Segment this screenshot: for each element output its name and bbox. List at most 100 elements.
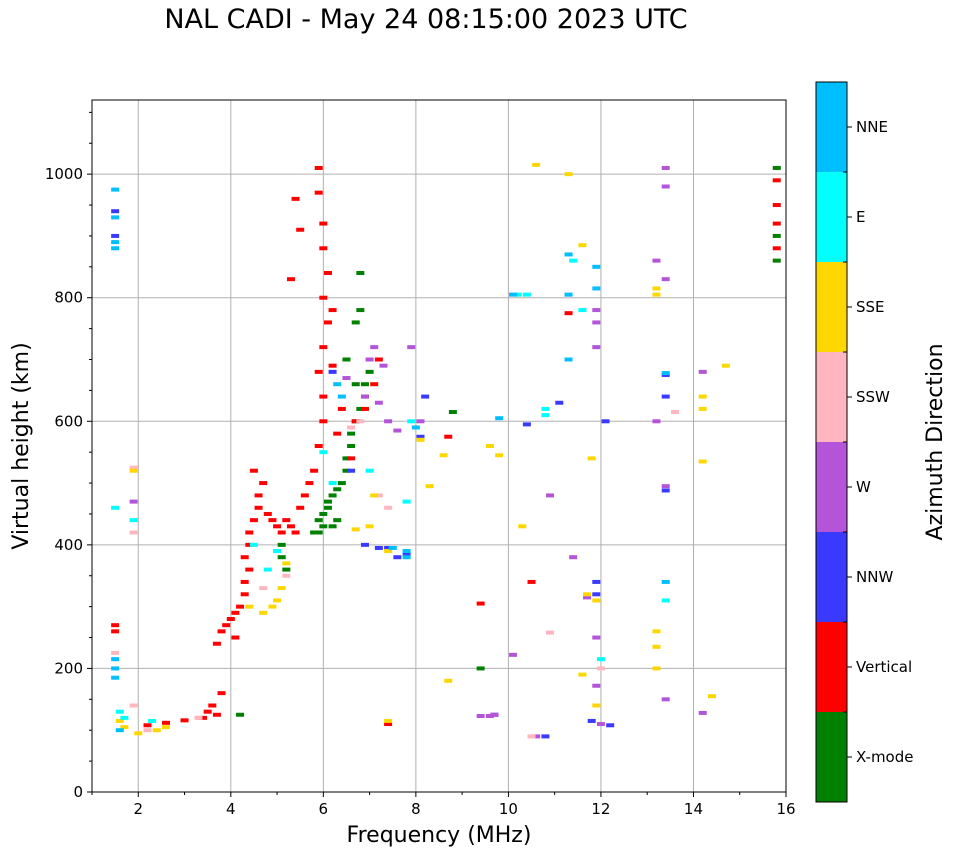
data-point-vertical <box>772 203 781 208</box>
data-point-w <box>592 345 601 350</box>
data-point-vertical <box>319 394 328 399</box>
data-point-x-mode <box>277 555 286 560</box>
data-point-sse <box>652 286 661 291</box>
data-point-ssw <box>356 419 365 424</box>
data-point-vertical <box>268 518 277 523</box>
grid <box>92 100 786 792</box>
data-point-w <box>569 555 578 560</box>
data-point-x-mode <box>323 499 332 504</box>
axis-ticks: 2 4 6 8 10 12 14 16 0 200 400 600 800 1000 <box>45 111 796 818</box>
data-point-ssw <box>670 410 679 415</box>
data-point-nne <box>495 416 504 421</box>
data-point-nne <box>111 215 120 220</box>
data-point-nne <box>564 252 573 257</box>
data-point-nne <box>402 555 411 560</box>
data-point-x-mode <box>356 308 365 313</box>
data-point-w <box>393 428 402 433</box>
colorbar-segment <box>816 82 847 172</box>
data-point-nne <box>402 549 411 554</box>
data-point-vertical <box>111 629 120 634</box>
data-point-vertical <box>351 419 360 424</box>
data-point-sse <box>495 453 504 458</box>
data-point-vertical <box>212 712 221 717</box>
data-point-sse <box>698 394 707 399</box>
colorbar-segment <box>816 262 847 352</box>
data-point-sse <box>652 292 661 297</box>
data-point-x-mode <box>328 493 337 498</box>
data-point-w <box>379 363 388 368</box>
x-axis-label: Frequency (MHz) <box>347 823 532 848</box>
data-point-nnw <box>416 434 425 439</box>
data-point-sse <box>245 604 254 609</box>
data-point-x-mode <box>282 567 291 572</box>
data-point-sse <box>351 527 360 532</box>
data-point-vertical <box>323 320 332 325</box>
data-point-vertical <box>314 190 323 195</box>
data-point-vertical <box>286 524 295 529</box>
colorbar-category-label: NNE <box>856 118 888 136</box>
data-point-e <box>115 709 124 714</box>
data-point-w <box>490 712 499 717</box>
data-point-w <box>592 320 601 325</box>
data-point-sse <box>587 456 596 461</box>
data-point-x-mode <box>365 369 374 374</box>
data-point-nnw <box>601 419 610 424</box>
data-point-vertical <box>273 524 282 529</box>
data-point-vertical <box>291 530 300 535</box>
data-point-nne <box>111 675 120 680</box>
data-point-vertical <box>300 493 309 498</box>
data-point-w <box>592 635 601 640</box>
colorbar-category-label: NNW <box>856 568 893 586</box>
data-point-vertical <box>222 623 231 628</box>
data-point-ssw <box>546 630 555 635</box>
data-point-nne <box>411 425 420 430</box>
data-point-e <box>578 308 587 313</box>
x-tick-label: 12 <box>591 800 610 818</box>
data-point-x-mode <box>337 481 346 486</box>
data-point-x-mode <box>448 410 457 415</box>
data-point-x-mode <box>319 511 328 516</box>
data-point-vertical <box>203 709 212 714</box>
x-tick-label: 6 <box>319 800 329 818</box>
data-point-vertical <box>772 246 781 251</box>
data-point-nnw <box>592 579 601 584</box>
data-point-vertical <box>772 178 781 183</box>
data-point-w <box>509 652 518 657</box>
data-point-vertical <box>249 468 258 473</box>
data-point-nnw <box>393 555 402 560</box>
data-point-sse <box>370 493 379 498</box>
data-point-nnw <box>328 369 337 374</box>
data-point-vertical <box>333 431 342 436</box>
data-point-w <box>370 345 379 350</box>
data-point-nne <box>564 292 573 297</box>
data-point-vertical <box>564 311 573 316</box>
y-tick-label: 400 <box>54 536 83 554</box>
data-point-w <box>374 400 383 405</box>
data-point-x-mode <box>277 542 286 547</box>
data-point-x-mode <box>342 456 351 461</box>
data-point-e <box>328 481 337 486</box>
y-tick-label: 800 <box>54 289 83 307</box>
data-point-vertical <box>444 434 453 439</box>
colorbar-category-label: W <box>856 478 871 496</box>
data-point-w <box>485 714 494 719</box>
data-point-vertical <box>259 481 268 486</box>
data-point-w <box>661 165 670 170</box>
y-tick-label: 600 <box>54 412 83 430</box>
data-point-vertical <box>319 345 328 350</box>
data-point-sse <box>698 406 707 411</box>
data-point-e <box>365 468 374 473</box>
data-point-nnw <box>541 734 550 739</box>
y-axis-label: Virtual height (km) <box>9 342 34 549</box>
colorbar-category-label: SSE <box>856 298 885 316</box>
data-point-vertical <box>384 722 393 727</box>
colorbar-segment <box>816 442 847 532</box>
data-point-vertical <box>296 227 305 232</box>
data-point-w <box>407 345 416 350</box>
data-point-e <box>148 718 157 723</box>
data-point-vertical <box>277 530 286 535</box>
data-point-e <box>522 292 531 297</box>
y-tick-label: 200 <box>54 659 83 677</box>
data-point-vertical <box>245 567 254 572</box>
